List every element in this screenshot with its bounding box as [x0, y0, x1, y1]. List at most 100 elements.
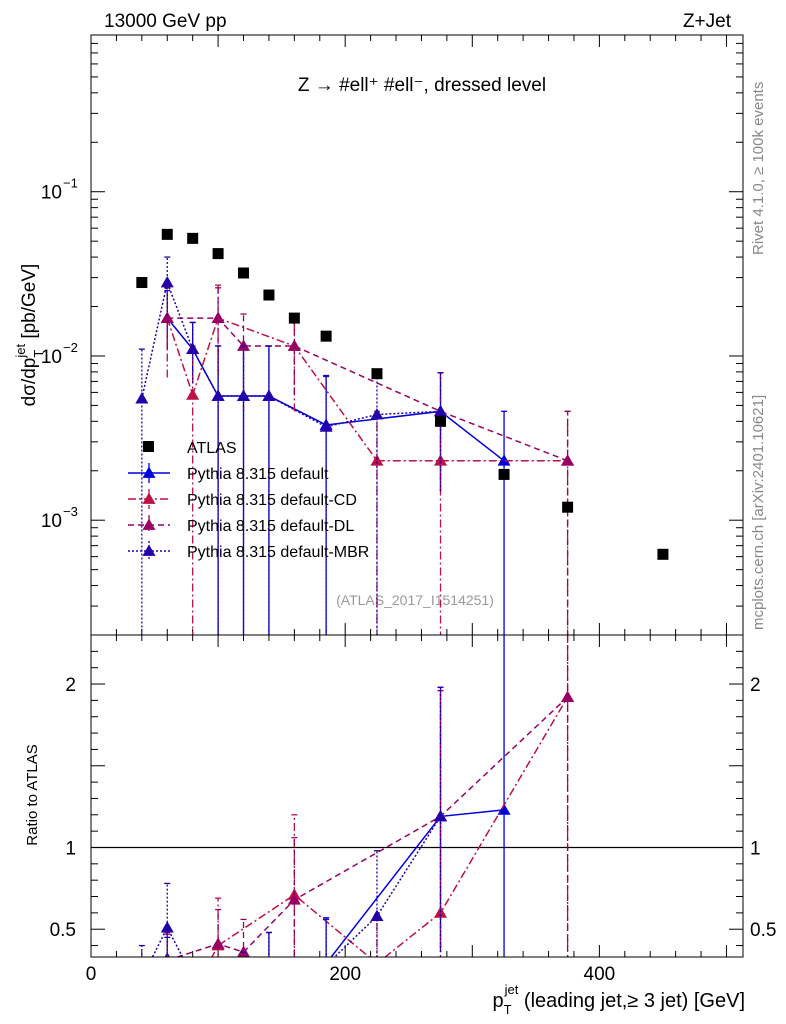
legend-marker	[142, 466, 156, 478]
side-label-bottom: mcplots.cern.ch [arXiv:2401.10621]	[750, 395, 767, 630]
ratio-point	[370, 957, 383, 968]
ratio-point	[237, 945, 251, 957]
atlas-data-point	[187, 232, 199, 244]
ratio-y-tick-label-right: 0.5	[750, 920, 776, 941]
x-tick-label: 0	[86, 964, 97, 985]
ratio-line	[330, 809, 505, 957]
svg-text:dσ/dpTjet [pb/GeV]: dσ/dpTjet [pb/GeV]	[13, 264, 46, 407]
y-axis-label-rest: [pb/GeV]	[19, 264, 40, 344]
main-plot	[135, 228, 669, 635]
legend-label: Pythia 8.315 default-DL	[187, 518, 354, 535]
ratio-point	[212, 982, 225, 993]
ratio-point	[237, 975, 250, 986]
y-axis-label-sub: T	[31, 350, 46, 358]
data-point	[287, 339, 301, 351]
data-point	[237, 389, 251, 401]
y-tick-label-exp: −1	[63, 176, 78, 191]
header-left: 13000 GeV pp	[104, 11, 227, 32]
x-axis-label: pTjet (leading jet,≥ 3 jet) [GeV]	[493, 982, 745, 1017]
chart-title: Z → #ell⁺ #ell⁻, dressed level	[298, 75, 546, 96]
legend-marker	[142, 518, 156, 530]
y-tick-label-exp: −3	[63, 504, 78, 519]
legend: ATLAS Pythia 8.315 default Pythia 8.315 de…	[128, 440, 369, 561]
legend-label: ATLAS	[187, 440, 237, 457]
y-axis-label-sup: jet	[13, 344, 28, 359]
header-right: Z+Jet	[683, 11, 732, 32]
ratio-line	[151, 816, 442, 957]
data-point	[370, 408, 384, 420]
x-axis-label-sub: T	[504, 1002, 512, 1017]
legend-marker	[142, 544, 156, 556]
data-point	[135, 392, 149, 404]
atlas-data-point	[212, 248, 224, 260]
data-point	[186, 388, 200, 400]
atlas-data-point	[320, 330, 332, 342]
data-point	[237, 339, 251, 351]
legend-marker	[143, 441, 154, 452]
y-tick-label: 10	[41, 511, 62, 532]
atlas-data-point	[435, 415, 447, 427]
ratio-point	[211, 937, 225, 949]
data-point	[211, 311, 225, 323]
y-axis-label-main: dσ/dp	[19, 358, 40, 407]
ratio-point	[497, 803, 511, 815]
legend-marker	[142, 492, 156, 504]
y-tick-label-exp: −2	[63, 340, 78, 355]
ratio-point	[186, 970, 199, 981]
atlas-data-point	[288, 312, 300, 324]
data-point	[186, 342, 200, 355]
x-axis-label-p: p	[493, 990, 504, 1012]
ratio-point	[237, 975, 250, 986]
ratio-point	[160, 921, 174, 933]
data-point	[319, 420, 333, 432]
ratio-frame	[90, 634, 744, 958]
data-point	[160, 311, 174, 323]
ratio-line	[211, 696, 569, 957]
y-axis-label: dσ/dpTjet [pb/GeV]	[13, 264, 46, 407]
ratio-point	[186, 970, 199, 981]
legend-label: Pythia 8.315 default-CD	[187, 492, 357, 509]
ratio-point	[561, 690, 575, 702]
legend-label: Pythia 8.315 default	[187, 466, 329, 483]
ratio-point	[262, 965, 275, 976]
x-tick-label: 200	[329, 964, 361, 985]
x-tick-label: 400	[584, 964, 616, 985]
ratio-plot	[91, 635, 743, 993]
ratio-point	[165, 953, 170, 957]
ratio-y-axis-label: Ratio to ATLAS	[24, 744, 41, 845]
ratio-point	[135, 972, 148, 983]
ratio-point	[262, 965, 275, 976]
ratio-point	[287, 893, 301, 905]
x-axis-label-rest: (leading jet,≥ 3 jet) [GeV]	[518, 990, 745, 1012]
atlas-data-point	[371, 368, 383, 380]
data-point	[434, 404, 448, 417]
atlas-data-point	[263, 289, 275, 301]
ratio-y-tick-label-right: 1	[750, 838, 761, 859]
data-point	[370, 454, 384, 466]
atlas-data-point	[498, 468, 510, 480]
atlas-data-point	[562, 501, 574, 513]
data-point	[211, 389, 225, 401]
side-label-top: Rivet 4.1.0, ≥ 100k events	[750, 82, 767, 255]
ratio-y-tick-label-right: 2	[750, 675, 761, 696]
series-line	[141, 279, 441, 428]
ratio-point	[434, 809, 448, 822]
ratio-point	[212, 982, 225, 993]
atlas-data-point	[238, 267, 250, 279]
ratio-y-tick-label: 0.5	[50, 920, 76, 941]
y-tick-label: 10	[41, 347, 62, 368]
ratio-y-tick-label: 2	[65, 675, 76, 696]
ratio-y-tick-label: 1	[65, 838, 76, 859]
atlas-data-point	[161, 228, 173, 240]
atlas-data-point	[657, 548, 669, 560]
data-point	[160, 276, 174, 288]
ratio-point	[370, 909, 384, 922]
x-axis-label-sup: jet	[504, 982, 519, 997]
legend-label: Pythia 8.315 default-MBR	[187, 544, 369, 561]
ratio-line	[174, 696, 569, 957]
data-point	[561, 454, 575, 466]
y-tick-label: 10	[41, 183, 62, 204]
data-point	[262, 389, 276, 401]
